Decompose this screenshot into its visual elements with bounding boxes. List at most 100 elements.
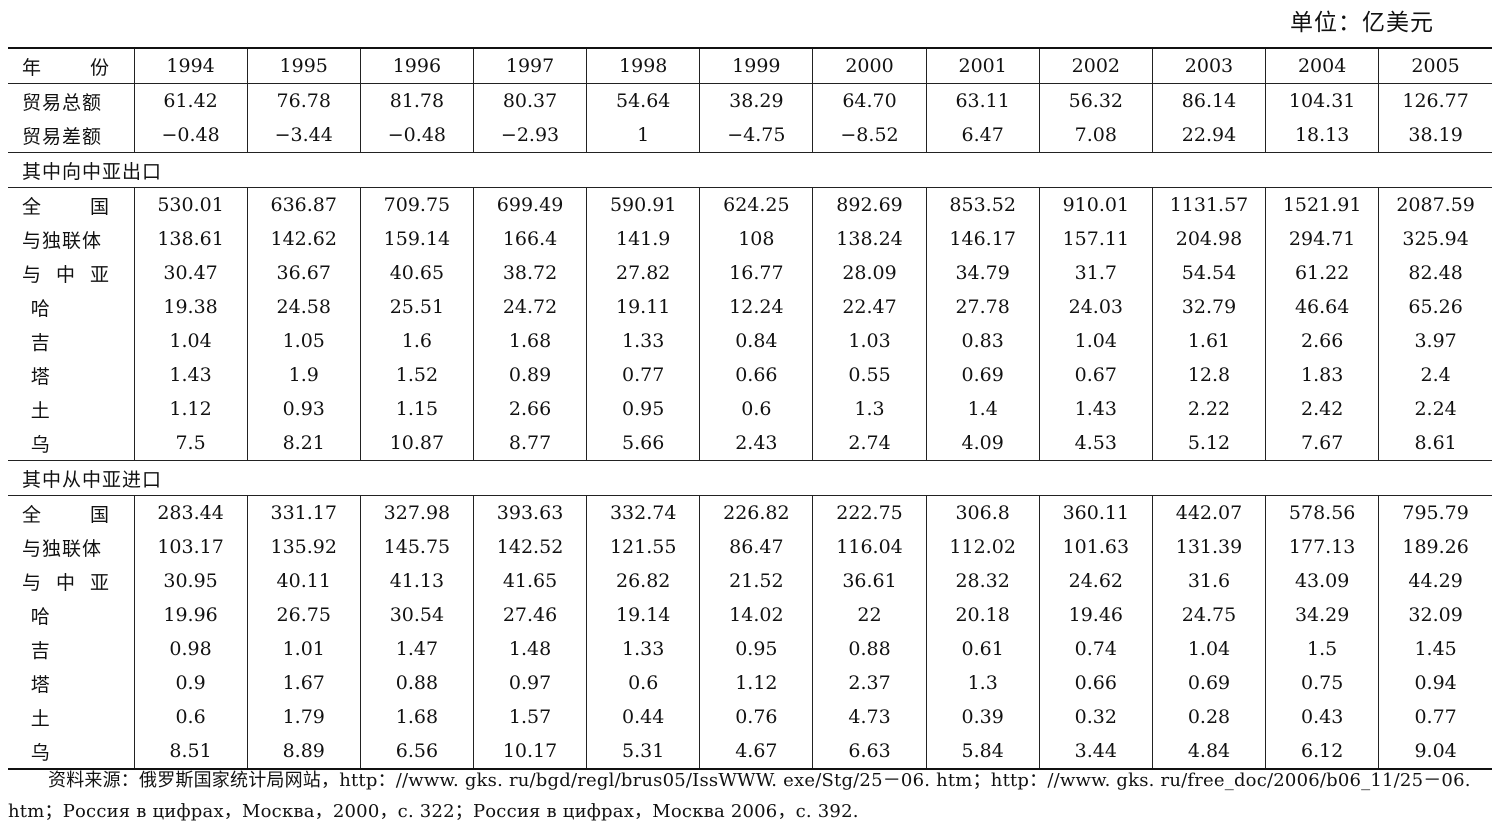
table-cell: −0.48 <box>359 118 474 153</box>
section-title-row: 其中从中亚进口 <box>8 460 1492 496</box>
table-cell: 8.77 <box>472 426 587 461</box>
table-cell: 204.98 <box>1151 222 1266 256</box>
table-row: 贸易总额 61.42 76.78 81.78 80.37 54.64 38.29 64.70 6… <box>8 83 1492 118</box>
table-cell: 578.56 <box>1265 495 1379 530</box>
table-cell: 108 <box>699 222 813 256</box>
table-cell: 5.84 <box>925 734 1040 770</box>
table-row: 全国 530.01 636.87 709.75 699.49 590.91 624.25 89… <box>8 187 1492 222</box>
trade-table: 年份 1994 1995 1996 1997 1998 1999 2000 2001 2002 20… <box>8 47 1492 770</box>
table-cell: 14.02 <box>699 598 813 632</box>
table-cell: 81.78 <box>359 83 474 118</box>
table-cell: 1.67 <box>246 666 361 700</box>
table-cell: 61.22 <box>1265 256 1379 290</box>
table-cell: 636.87 <box>246 187 361 222</box>
table-cell: 189.26 <box>1378 530 1492 564</box>
table-cell: 86.47 <box>699 530 813 564</box>
table-cell: 6.47 <box>925 118 1040 153</box>
table-cell: 22 <box>812 598 927 632</box>
table-cell: 2.24 <box>1378 392 1492 426</box>
table-cell: 27.82 <box>586 256 700 290</box>
table-cell: 19.11 <box>586 290 700 324</box>
table-cell: 1.45 <box>1378 632 1492 666</box>
table-cell: 27.78 <box>925 290 1040 324</box>
table-cell: 709.75 <box>359 187 474 222</box>
table-cell: 56.32 <box>1038 83 1153 118</box>
table-cell: 103.17 <box>133 530 248 564</box>
table-cell: 1.4 <box>925 392 1040 426</box>
table-cell: 157.11 <box>1038 222 1153 256</box>
table-cell: 121.55 <box>586 530 700 564</box>
table-cell: 54.54 <box>1151 256 1266 290</box>
table-cell: 1.05 <box>246 324 361 358</box>
table-cell: 1.68 <box>359 700 474 734</box>
table-cell: 1.61 <box>1151 324 1266 358</box>
table-cell: 0.66 <box>1038 666 1153 700</box>
table-cell: 1.33 <box>586 632 700 666</box>
table-cell: 699.49 <box>472 187 587 222</box>
table-cell: 1131.57 <box>1151 187 1266 222</box>
table-cell: 30.47 <box>133 256 248 290</box>
table-cell: 795.79 <box>1378 495 1492 530</box>
table-cell: 1.43 <box>1038 392 1153 426</box>
table-cell: 86.14 <box>1151 83 1266 118</box>
table-cell: 5.31 <box>586 734 700 770</box>
year-header: 1997 <box>472 47 587 84</box>
table-cell: 892.69 <box>812 187 927 222</box>
table-cell: 26.82 <box>586 564 700 598</box>
table-cell: 63.11 <box>925 83 1040 118</box>
table-row: 吉 1.04 1.05 1.6 1.68 1.33 0.84 1.03 0.83 1.04 1.61… <box>8 324 1492 358</box>
table-cell: 19.38 <box>133 290 248 324</box>
table-cell: 0.93 <box>246 392 361 426</box>
table-cell: 27.46 <box>472 598 587 632</box>
table-cell: 1.04 <box>1151 632 1266 666</box>
section-title: 其中向中亚出口 <box>8 152 1492 188</box>
table-cell: 8.51 <box>133 734 248 770</box>
table-cell: 1.47 <box>359 632 474 666</box>
table-cell: −0.48 <box>133 118 248 153</box>
year-header: 2005 <box>1378 47 1492 84</box>
table-cell: 21.52 <box>699 564 813 598</box>
table-cell: 530.01 <box>133 187 248 222</box>
table-cell: 1.79 <box>246 700 361 734</box>
table-cell: 0.43 <box>1265 700 1379 734</box>
table-cell: 116.04 <box>812 530 927 564</box>
table-cell: −4.75 <box>699 118 813 153</box>
table-cell: 22.47 <box>812 290 927 324</box>
year-header: 2004 <box>1265 47 1379 84</box>
table-cell: 28.09 <box>812 256 927 290</box>
table-cell: 64.70 <box>812 83 927 118</box>
row-label: 塔 <box>30 673 51 696</box>
table-cell: 24.03 <box>1038 290 1153 324</box>
table-cell: 16.77 <box>699 256 813 290</box>
year-header: 1995 <box>246 47 361 84</box>
table-cell: 325.94 <box>1378 222 1492 256</box>
header-row: 年份 1994 1995 1996 1997 1998 1999 2000 2001 2002 20… <box>8 47 1492 84</box>
table-cell: 44.29 <box>1378 564 1492 598</box>
table-cell: 0.66 <box>699 358 813 392</box>
table-cell: 38.19 <box>1378 118 1492 153</box>
table-cell: 32.79 <box>1151 290 1266 324</box>
table-cell: 5.12 <box>1151 426 1266 461</box>
table-cell: 0.77 <box>586 358 700 392</box>
row-label-char: 国 <box>89 195 110 218</box>
table-cell: 222.75 <box>812 495 927 530</box>
table-cell: 1.12 <box>133 392 248 426</box>
table-cell: 131.39 <box>1151 530 1266 564</box>
table-cell: 80.37 <box>472 83 587 118</box>
table-cell: 2.74 <box>812 426 927 461</box>
table-cell: 4.73 <box>812 700 927 734</box>
table-cell: 166.4 <box>472 222 587 256</box>
table-cell: 19.96 <box>133 598 248 632</box>
table-cell: −3.44 <box>246 118 361 153</box>
row-label: 全国 <box>8 496 134 531</box>
table-cell: 6.56 <box>359 734 474 770</box>
table-cell: 8.89 <box>246 734 361 770</box>
row-label: 哈 <box>30 297 51 320</box>
row-label: 吉 <box>30 639 51 662</box>
table-cell: 4.09 <box>925 426 1040 461</box>
table-cell: 0.6 <box>699 392 813 426</box>
table-cell: 1.04 <box>1038 324 1153 358</box>
table-cell: 24.58 <box>246 290 361 324</box>
row-label: 吉 <box>30 331 51 354</box>
table-cell: 24.72 <box>472 290 587 324</box>
